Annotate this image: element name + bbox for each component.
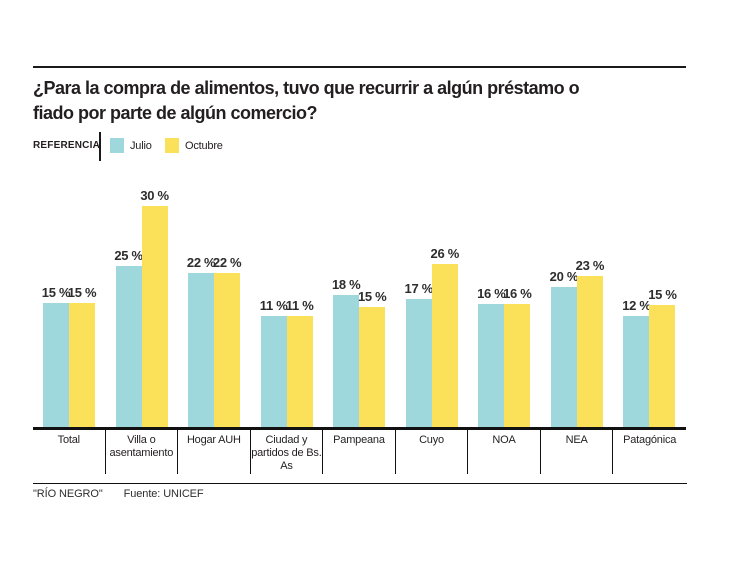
- page-title-line1: ¿Para la compra de alimentos, tuvo que r…: [33, 78, 580, 98]
- bar-octubre-patag-nica: [649, 305, 676, 429]
- value-label-julio-6: 17 %: [404, 281, 434, 296]
- x-axis-label-9: Patagónica: [623, 434, 677, 446]
- legend-swatch-octubre: [165, 138, 179, 153]
- legend-label-julio: Julio: [130, 140, 152, 152]
- category-group-5: 18 % 15 %: [323, 180, 396, 429]
- x-axis-baseline: [33, 427, 686, 430]
- x-axis-label-2: Villa o asentamiento: [106, 430, 179, 474]
- bar-julio-ciudad-y-partidos-de-bs-as: [260, 316, 287, 429]
- value-label-octubre-8: 23 %: [575, 258, 605, 273]
- bar-chart-plot-area: 15 % 15 % 25 % 30 % 22 % 22 % 11 % 11 % 18 % 15 %…: [33, 180, 686, 429]
- value-label-octubre-3: 22 %: [212, 255, 242, 270]
- x-axis-label-4: Ciudad y partidos de Bs. As: [251, 430, 324, 474]
- value-label-octubre-9: 15 %: [648, 287, 677, 302]
- value-label-julio-1: 15 %: [41, 285, 71, 300]
- bar-octubre-total: [69, 303, 95, 429]
- x-axis-label-8: NEA: [541, 430, 614, 474]
- bar-julio-nea: [550, 287, 577, 429]
- value-label-julio-4: 11 %: [259, 298, 288, 313]
- category-group-7: 16 % 16 %: [468, 180, 541, 429]
- value-label-octubre-2: 30 %: [140, 188, 169, 203]
- value-label-julio-5: 18 %: [332, 277, 361, 292]
- value-label-octubre-1: 15 %: [67, 285, 97, 300]
- x-axis-label-5: Pampeana: [323, 430, 396, 474]
- value-label-octubre-7: 16 %: [503, 286, 532, 301]
- category-group-3: 22 % 22 %: [178, 180, 251, 429]
- page-title-line2: fiado por parte de algún comercio?: [33, 102, 318, 123]
- top-divider-rule: [33, 66, 686, 68]
- value-label-octubre-5: 15 %: [358, 289, 387, 304]
- attribution-text: "RÍO NEGRO": [33, 488, 103, 500]
- bar-octubre-pampeana: [359, 307, 386, 429]
- category-group-1: 15 % 15 %: [33, 180, 106, 429]
- x-axis-label-1: Total: [33, 430, 106, 474]
- x-axis-label-7: NOA: [468, 430, 541, 474]
- legend-divider-rule: [99, 132, 101, 161]
- chart-legend: REFERENCIA Julio Octubre: [0, 131, 729, 163]
- bar-julio-villa-o-asentamiento: [115, 266, 142, 429]
- bar-octubre-nea: [576, 276, 603, 429]
- value-label-julio-2: 25 %: [114, 248, 143, 263]
- bar-julio-cuyo: [405, 299, 432, 429]
- value-label-julio-8: 20 %: [549, 269, 579, 284]
- bar-julio-pampeana: [333, 295, 360, 429]
- page-title: ¿Para la compra de alimentos, tuvo que r…: [33, 76, 693, 126]
- category-group-4: 11 % 11 %: [251, 180, 324, 429]
- footer: "RÍO NEGRO" Fuente: UNICEF: [33, 488, 204, 500]
- value-label-julio-9: 12 %: [622, 298, 651, 313]
- category-group-9: 12 % 15 %: [613, 180, 686, 429]
- value-label-octubre-6: 26 %: [430, 246, 460, 261]
- legend-swatch-julio: [110, 138, 124, 153]
- source-text: Fuente: UNICEF: [123, 488, 204, 500]
- bar-octubre-ciudad-y-partidos-de-bs-as: [286, 316, 313, 429]
- bar-octubre-cuyo: [431, 264, 458, 429]
- x-axis-labels: Total Villa o asentamiento Hogar AUH Ciudad…: [33, 430, 686, 474]
- x-axis-label-3: Hogar AUH: [178, 430, 251, 474]
- value-label-julio-7: 16 %: [477, 286, 506, 301]
- footer-divider-rule: [33, 483, 687, 484]
- legend-label-octubre: Octubre: [185, 140, 223, 152]
- bar-octubre-noa: [504, 304, 531, 429]
- category-group-2: 25 % 30 %: [106, 180, 179, 429]
- bar-julio-patag-nica: [623, 316, 650, 429]
- bar-julio-hogar-auh: [188, 273, 215, 429]
- value-label-octubre-4: 11 %: [285, 298, 314, 313]
- bar-julio-total: [43, 303, 69, 429]
- x-axis-label-6: Cuyo: [396, 430, 469, 474]
- legend-title: REFERENCIA: [33, 140, 101, 151]
- bar-julio-noa: [478, 304, 505, 429]
- bar-octubre-villa-o-asentamiento: [141, 206, 168, 429]
- bar-octubre-hogar-auh: [214, 273, 241, 429]
- category-group-8: 20 % 23 %: [541, 180, 614, 429]
- value-label-julio-3: 22 %: [186, 255, 216, 270]
- category-group-6: 17 % 26 %: [396, 180, 469, 429]
